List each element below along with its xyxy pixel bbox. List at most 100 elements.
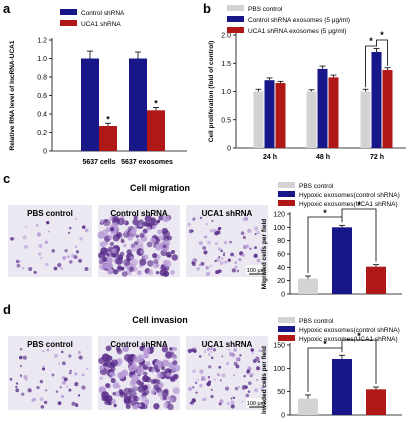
stain-spot [139,258,147,266]
stain-spot [51,373,55,377]
stain-spot [69,260,73,264]
stain-spot [129,256,134,260]
scale-bar-bg-d [246,398,266,408]
stain-spot [44,400,48,405]
scale-bar-label-c: 100 μm [247,268,266,274]
chart-b-ytick-label: 0 [227,146,231,153]
stain-spot [219,399,224,404]
stain-spot [40,405,45,409]
chart-b-ylabel: Cell proliferation (fold of control) [208,41,215,142]
chart-b-bar [275,83,286,148]
stain-spot [150,237,157,244]
stain-spot [99,263,107,271]
stain-spot [106,355,113,362]
stain-spot [74,245,78,249]
stain-spot [39,379,44,384]
stain-spot [55,390,59,393]
chart-d-legend-swatch [278,335,295,341]
stain-spot [171,254,178,261]
micrograph-d-pbs [8,336,92,410]
stain-spot [190,401,194,405]
stain-spot [58,362,61,365]
chart-b-bar [253,91,264,148]
stain-spot [214,259,217,263]
stain-spot [36,386,40,390]
stain-spot [162,244,167,249]
chart-b-bracket [365,45,377,88]
stain-spot [170,376,176,382]
stain-spot [169,347,173,351]
stain-spot [241,253,245,257]
stain-spot [99,241,106,248]
stain-spot [150,346,155,351]
micrograph-d-label-control: Control shRNA [110,340,168,349]
stain-spot [101,229,109,236]
stain-spot [123,387,131,396]
stain-spot [219,379,222,382]
stain-spot [150,388,157,394]
stain-spot [133,359,137,363]
stain-spot [249,247,252,250]
stain-spot [212,348,217,352]
stain-spot [157,229,163,235]
stain-spot [201,398,205,402]
stain-spot [109,227,115,232]
stain-spot [33,270,37,274]
stain-spot [76,384,79,387]
stain-spot [171,354,178,360]
stain-spot [205,271,211,276]
chart-d-bracket [341,339,377,384]
stain-spot [205,265,210,270]
stain-spot [45,262,49,267]
stain-spot [227,258,231,262]
chart-b: 0 0.5 1.0 1.5 2.0 Cell proliferation (fold of… [208,5,406,161]
stain-spot [163,388,169,394]
stain-spot [114,391,120,397]
stain-spot [81,373,85,377]
stain-spot [216,373,221,377]
chart-d-bar [332,359,352,415]
chart-a-xtick-label: 5637 exosomes [121,159,173,166]
stain-spot [108,235,112,240]
stain-spot [46,221,50,225]
stain-spot [251,351,254,355]
stain-spot [253,253,258,258]
stain-spot [42,350,45,353]
stain-spot [19,260,22,263]
chart-c-legend-label: PBS control [299,183,334,190]
chart-c-bracket [307,216,342,273]
scale-bar-label-d: 100 μm [247,401,266,407]
stain-spot [129,381,136,388]
stain-spot [102,256,108,263]
stain-spot [28,267,33,272]
stain-spot [22,355,27,360]
stain-spot [247,390,251,393]
panel-d-stain [9,345,267,411]
stain-spot [69,369,72,372]
chart-c-legend-swatch [278,200,295,206]
stain-spot [64,249,68,253]
chart-c-ytick-label: 100 [273,225,285,232]
stain-spot [223,254,225,257]
stain-spot [155,243,163,251]
stain-spot [40,256,43,260]
stain-spot [159,269,167,277]
chart-d-legend-swatch [278,326,295,332]
stain-spot [230,252,234,257]
stain-spot [192,349,197,353]
chart-b-ytick-label: 0.5 [221,117,231,124]
stain-spot [195,391,198,394]
stain-spot [59,386,62,389]
stain-spot [172,360,178,366]
stain-spot [137,241,144,247]
chart-c-legend-swatch [278,191,295,197]
stain-spot [110,378,116,384]
stain-spot [57,401,62,406]
stain-spot [121,271,128,277]
stain-spot [221,355,224,358]
stain-spot [234,255,236,258]
stain-spot [161,346,169,353]
stain-spot [153,259,159,265]
stain-spot [68,226,72,230]
stain-spot [205,222,208,226]
